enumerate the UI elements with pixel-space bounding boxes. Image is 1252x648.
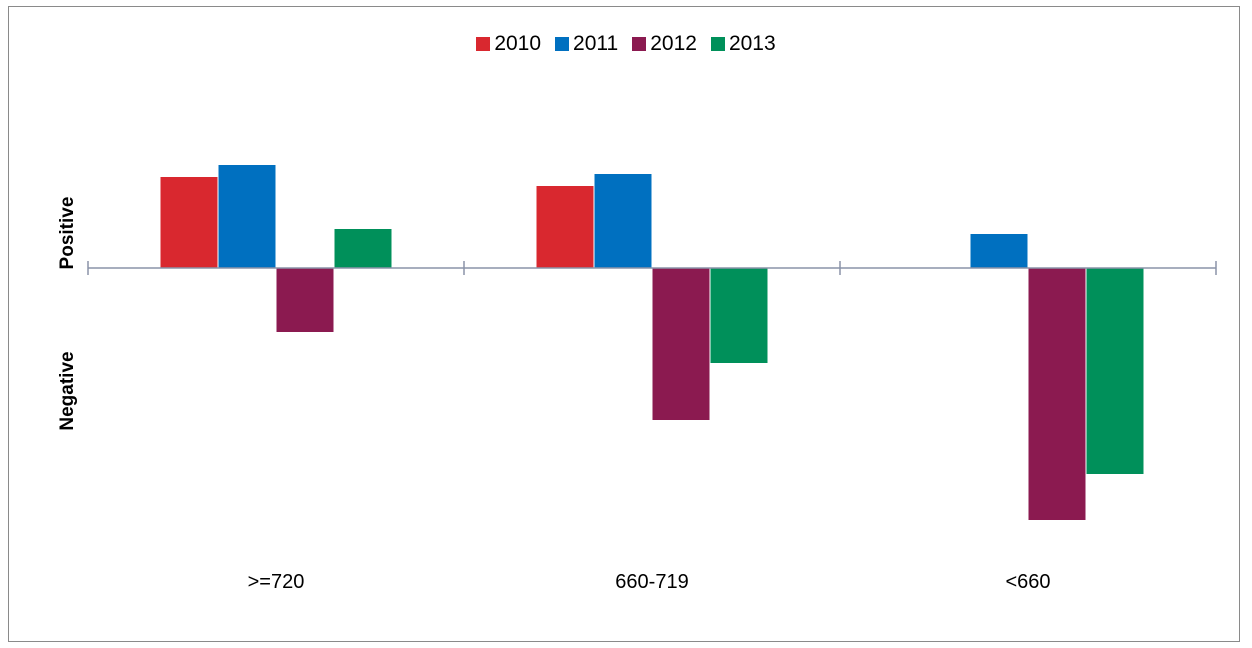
bar-2012-0 bbox=[276, 268, 334, 332]
legend-label-2012: 2012 bbox=[650, 32, 697, 55]
bar-2011-2 bbox=[970, 234, 1028, 268]
bar-2011-0 bbox=[218, 165, 276, 268]
legend-item-2011: 2011 bbox=[555, 32, 618, 56]
legend-label-2013: 2013 bbox=[728, 32, 776, 55]
legend-item-2012: 2012 bbox=[632, 32, 697, 56]
bar-2013-2 bbox=[1086, 268, 1144, 474]
bar-2012-2 bbox=[1028, 268, 1086, 520]
legend-swatch-2012 bbox=[632, 37, 647, 51]
legend-swatch-2013 bbox=[710, 37, 725, 51]
bar-2012-1 bbox=[652, 268, 710, 420]
category-label: 660-719 bbox=[615, 571, 688, 593]
bar-2010-0 bbox=[160, 177, 218, 268]
bar-2010-1 bbox=[536, 186, 594, 268]
legend-label-2010: 2010 bbox=[494, 32, 542, 55]
bar-2013-0 bbox=[334, 229, 392, 268]
legend-swatch-2010 bbox=[476, 37, 491, 51]
legend-item-2010: 2010 bbox=[476, 32, 541, 56]
bar-2011-1 bbox=[594, 174, 652, 268]
category-label: <660 bbox=[1005, 571, 1050, 593]
legend-swatch-2011 bbox=[555, 37, 570, 51]
category-label: >=720 bbox=[248, 571, 305, 593]
legend-item-2013: 2013 bbox=[710, 32, 776, 56]
legend: 2010 2011 2012 2013 bbox=[0, 32, 1252, 56]
bar-2013-1 bbox=[710, 268, 768, 363]
legend-label-2011: 2011 bbox=[573, 32, 619, 55]
